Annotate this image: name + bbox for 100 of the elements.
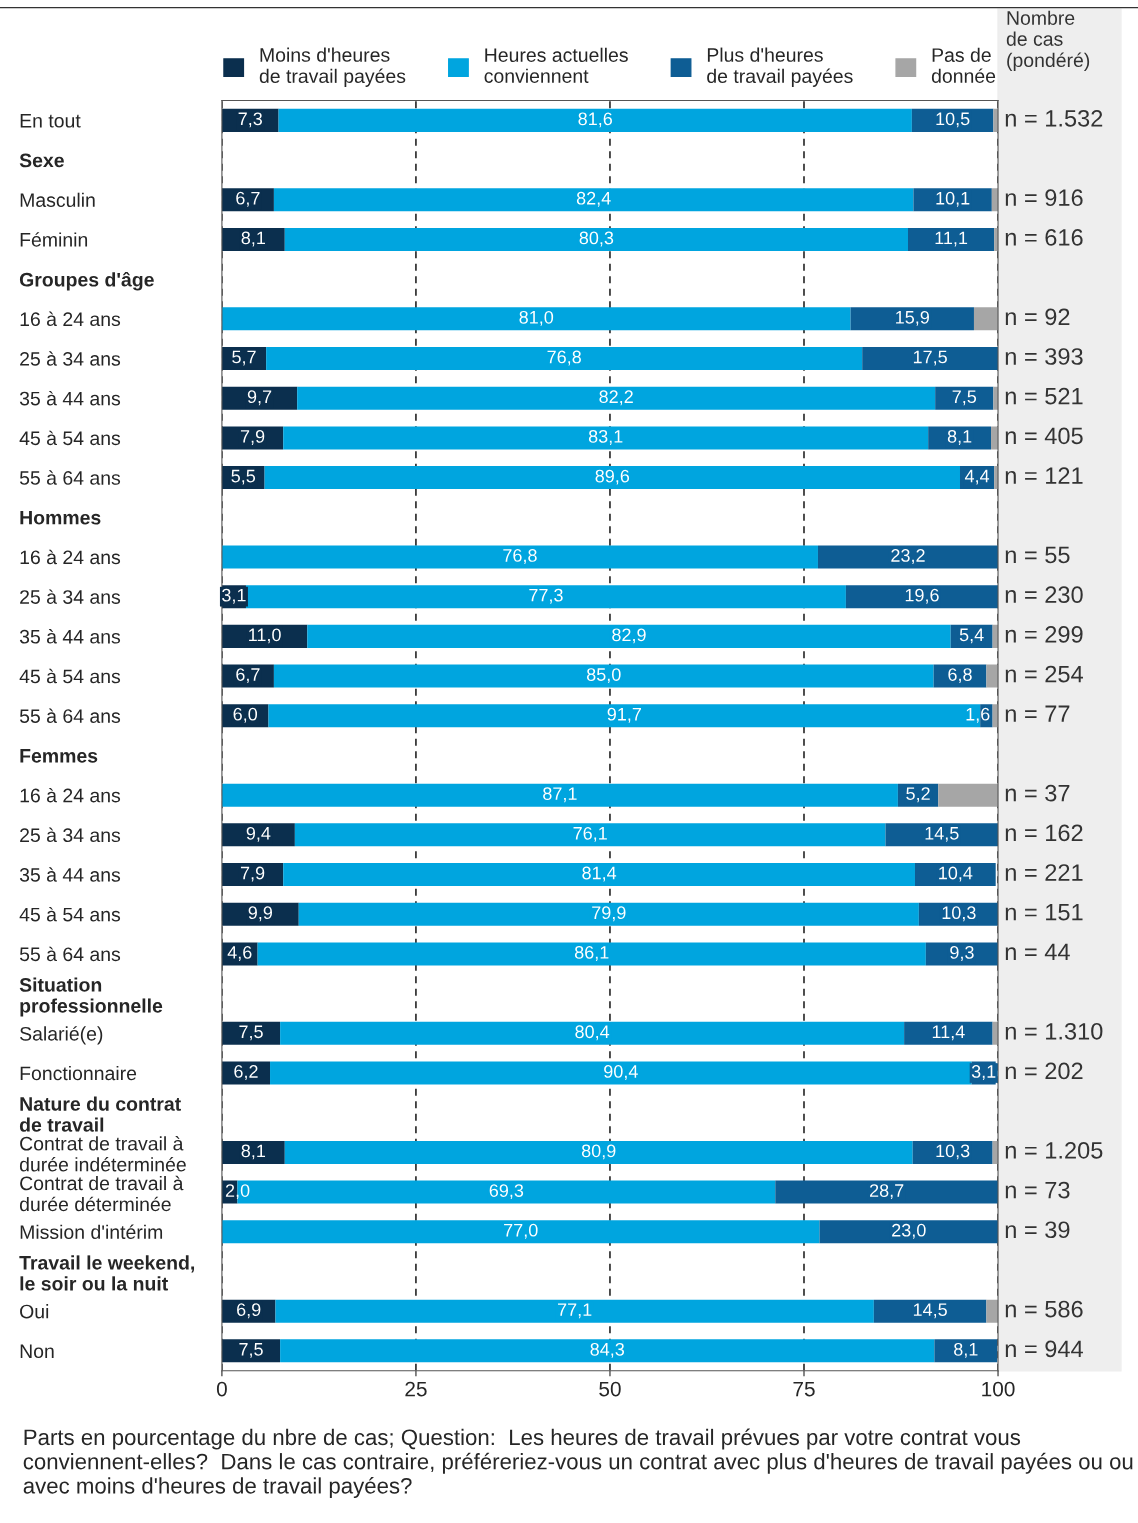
text: n = 944 — [1005, 1340, 1083, 1358]
data-label: 87,1 — [543, 787, 577, 803]
data-label: 11,0 — [249, 628, 281, 644]
data-label: 80,9 — [581, 1144, 616, 1160]
data-label: 28,7 — [869, 1184, 904, 1200]
y-tick-label: Oui — [20, 1304, 49, 1319]
text: n = 202 — [1005, 1062, 1083, 1080]
data-label: 7,5 — [239, 1025, 263, 1041]
data-label: 82,2 — [599, 390, 633, 406]
y-tick-label: 35 à 44 ans — [19, 867, 121, 882]
y-tick-label: 55 à 64 ans — [19, 946, 121, 962]
data-label: 9,9 — [248, 906, 273, 922]
y-tick-label: 45 à 54 ans — [19, 430, 121, 446]
data-label: 82,4 — [576, 191, 611, 207]
data-label: 90,4 — [604, 1065, 638, 1080]
text: n = 616 — [1005, 229, 1083, 246]
data-label: 7,9 — [240, 866, 265, 882]
data-label: 83,1 — [588, 429, 623, 445]
y-tick-label: Groupes d'âge — [19, 271, 154, 291]
data-label: 5,5 — [231, 469, 256, 485]
legend-label: Heures actuelles conviennent — [484, 47, 628, 83]
data-label: 10,3 — [936, 1144, 970, 1160]
data-label: 11,1 — [935, 231, 968, 247]
data-label: 11,4 — [932, 1025, 965, 1041]
data-label: 5,2 — [906, 787, 930, 803]
data-label: 80,3 — [579, 231, 614, 247]
data-label: 86,1 — [574, 945, 609, 961]
y-tick-label: Nature du contrat de travail — [19, 1096, 181, 1132]
data-label: 3,1 — [222, 588, 246, 604]
text: n = 77 — [1005, 705, 1070, 722]
y-tick-label: Contrat de travail à durée déterminée — [19, 1175, 184, 1212]
data-label: 7,9 — [240, 429, 265, 445]
data-label: 6,8 — [948, 668, 972, 684]
data-label: 19,6 — [905, 588, 939, 604]
text: n = 92 — [1005, 308, 1070, 326]
data-label: 8,1 — [241, 231, 266, 247]
text: n = 44 — [1005, 943, 1070, 961]
data-label: 4,4 — [964, 469, 990, 485]
text: n = 254 — [1005, 665, 1083, 683]
data-label: 81,4 — [582, 866, 617, 882]
text: n = 916 — [1005, 189, 1083, 207]
data-label: 14,5 — [925, 827, 959, 842]
y-tick-label: 16 à 24 ans — [20, 549, 121, 565]
data-label: 85,0 — [586, 668, 621, 684]
data-label: 77,3 — [529, 588, 563, 604]
x-tick-label: 50 — [599, 1381, 621, 1397]
text: Nombre de cas (pondéré) — [1006, 10, 1090, 71]
text: n = 151 — [1005, 904, 1083, 921]
y-tick-label: 16 à 24 ans — [20, 787, 121, 803]
x-tick-label: 0 — [216, 1381, 227, 1397]
data-label: 79,9 — [592, 906, 626, 922]
data-label: 5,7 — [232, 350, 256, 366]
data-label: 76,8 — [547, 350, 581, 366]
text: n = 521 — [1005, 387, 1083, 405]
data-label: 1,6 — [966, 707, 990, 723]
data-label: 91,7 — [607, 707, 641, 723]
data-label: 14,5 — [913, 1303, 947, 1319]
data-label: 23,2 — [891, 549, 925, 564]
x-tick-label: 100 — [982, 1381, 1015, 1397]
y-tick-label: 55 à 64 ans — [19, 708, 121, 723]
y-tick-label: Non — [20, 1344, 54, 1359]
data-label: 84,3 — [590, 1342, 625, 1358]
y-tick-label: Femmes — [20, 749, 98, 763]
y-tick-label: 45 à 54 ans — [19, 906, 121, 922]
data-label: 82,9 — [612, 628, 646, 644]
data-label: 10,1 — [936, 191, 970, 207]
text: n = 405 — [1005, 427, 1083, 445]
y-tick-label: 45 à 54 ans — [19, 668, 121, 684]
data-label: 15,9 — [896, 310, 929, 326]
y-tick-label: Sexe — [19, 153, 64, 168]
data-label: 6,2 — [234, 1065, 258, 1080]
data-label: 8,1 — [241, 1144, 266, 1160]
data-label: 7,5 — [952, 390, 977, 406]
data-label: 69,3 — [489, 1184, 524, 1200]
text: n = 230 — [1005, 586, 1083, 604]
data-label: 3,1 — [971, 1065, 996, 1080]
data-label: 9,4 — [246, 826, 271, 842]
x-tick-label: 75 — [793, 1381, 815, 1397]
data-label: 10,4 — [939, 866, 973, 882]
text: n = 37 — [1005, 784, 1070, 802]
data-label: 23,0 — [892, 1223, 926, 1239]
data-label: 7,5 — [239, 1343, 263, 1358]
y-tick-label: Fonctionnaire — [20, 1065, 137, 1081]
legend-label: Moins d'heures de travail payées — [259, 47, 406, 87]
data-label: 7,3 — [238, 112, 262, 128]
y-tick-label: 35 à 44 ans — [19, 629, 121, 644]
data-label: 76,8 — [503, 549, 537, 564]
y-tick-label: 25 à 34 ans — [20, 351, 121, 366]
text: n = 73 — [1005, 1181, 1070, 1199]
data-label: 77,0 — [504, 1223, 538, 1239]
y-tick-label: 25 à 34 ans — [20, 827, 121, 843]
text: Parts en pourcentage du nbre de cas; Question: Les heures de travail prévues par votre contrat vous conviennent-elles? Dans le cas contraire, préféreriez-vous un contrat avec plus d'heures de travail payées ou ou avec moins d'heures de travail payées? — [23, 1428, 1133, 1499]
y-tick-label: Contrat de travail à durée indéterminée — [19, 1136, 186, 1172]
legend-label: Pas de donnée — [931, 47, 996, 83]
text: n = 1.310 — [1005, 1022, 1103, 1040]
y-tick-label: 55 à 64 ans — [19, 470, 121, 485]
data-label: 10,5 — [936, 112, 970, 128]
y-tick-label: 25 à 34 ans — [20, 589, 121, 604]
data-label: 81,0 — [519, 310, 554, 326]
legend-label: Plus d'heures de travail payées — [707, 47, 853, 87]
